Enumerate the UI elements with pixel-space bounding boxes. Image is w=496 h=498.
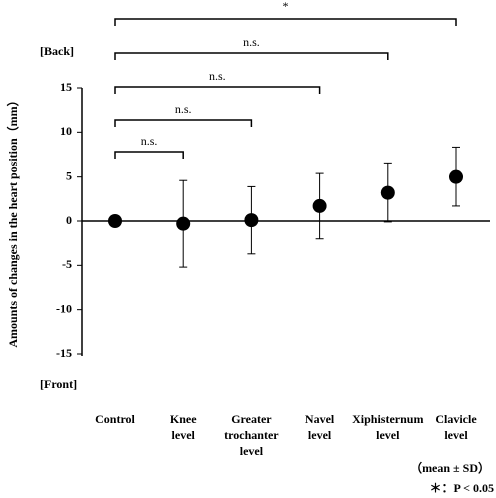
- y-tick-label: 0: [66, 213, 72, 227]
- y-tick-label: 15: [60, 80, 72, 94]
- point: [312, 198, 327, 213]
- significance-label: n.s.: [209, 69, 226, 83]
- x-tick-label: Knee level: [170, 412, 197, 442]
- y-tick-label: -10: [56, 301, 72, 315]
- point: [449, 169, 463, 184]
- y-axis-title: Amounts of changes in the heart position…: [5, 94, 20, 347]
- x-tick-label: Control: [95, 412, 135, 426]
- y-tick-label: 10: [60, 124, 72, 138]
- x-tick-label-line: level: [444, 428, 468, 442]
- note: （mean ± SD）: [410, 460, 490, 475]
- significance-label: n.s.: [141, 134, 158, 148]
- y-tick-label: -5: [62, 257, 72, 271]
- point: [108, 214, 122, 228]
- front-label: [Front]: [40, 377, 77, 391]
- x-tick-label-line: trochanter: [224, 428, 279, 442]
- significance-bracket: [114, 86, 321, 94]
- y-tick-label: -15: [56, 346, 72, 360]
- back-label: [Back]: [40, 44, 74, 58]
- significance-bracket: [114, 52, 389, 60]
- significance-label: n.s.: [243, 35, 260, 49]
- x-tick-label-line: Knee: [170, 412, 197, 426]
- x-tick-label: Navel level: [305, 412, 335, 442]
- note: ＊：P < 0.05: [429, 481, 494, 495]
- significance-bracket: [114, 151, 184, 159]
- significance-bracket: [114, 119, 253, 127]
- significance-label: *: [283, 0, 289, 13]
- x-tick-label-line: Navel: [305, 412, 335, 426]
- x-tick-label-line: level: [240, 444, 264, 458]
- y-tick-label: 5: [66, 168, 72, 182]
- x-tick-label-line: level: [172, 428, 196, 442]
- x-tick-label: Clavicle level: [435, 412, 477, 442]
- x-tick-label: Greater trochanter level: [224, 412, 279, 458]
- x-tick-label-line: Greater: [231, 412, 272, 426]
- significance-label: n.s.: [175, 102, 192, 116]
- point: [380, 185, 395, 200]
- x-tick-label-line: Clavicle: [435, 412, 477, 426]
- x-tick-label: Xiphisternum level: [352, 412, 423, 442]
- point: [244, 213, 259, 228]
- x-tick-label-line: level: [376, 428, 400, 442]
- x-tick-label-line: level: [308, 428, 332, 442]
- significance-bracket: [114, 18, 457, 26]
- point: [176, 216, 191, 231]
- x-tick-label-line: Xiphisternum: [352, 412, 423, 426]
